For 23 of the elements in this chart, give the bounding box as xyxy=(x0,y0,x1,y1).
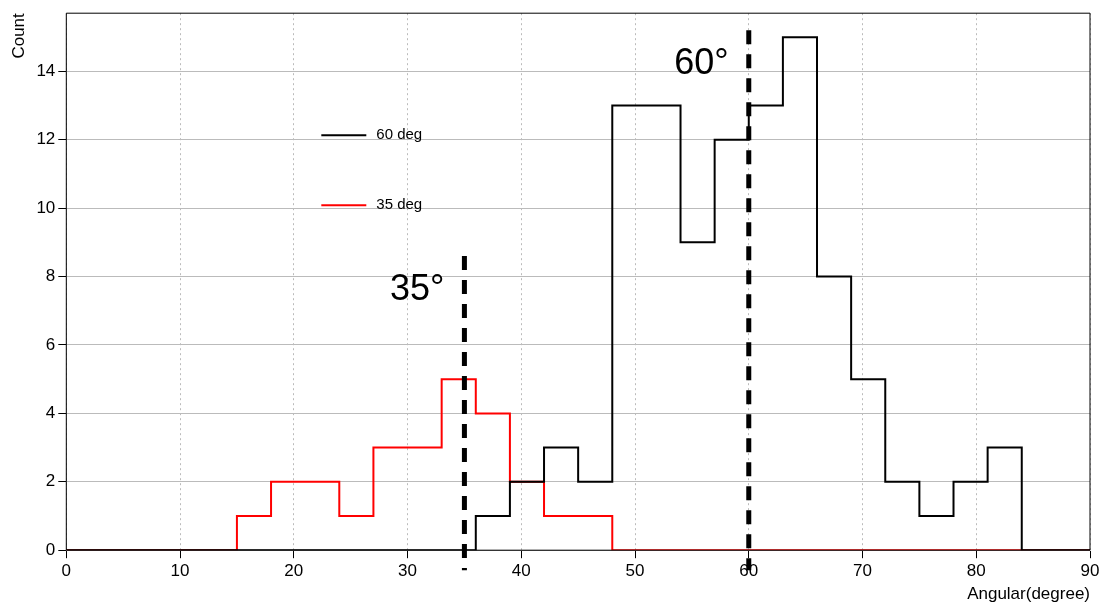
x-tick-label: 80 xyxy=(966,561,986,581)
x-axis-title: Angular(degree) xyxy=(967,584,1090,604)
y-tick-label: 2 xyxy=(45,471,56,491)
y-tick-label: 8 xyxy=(45,266,56,286)
y-tick-label: 4 xyxy=(45,403,56,423)
y-tick-label: 0 xyxy=(45,539,56,559)
y-tick-label: 12 xyxy=(36,129,56,149)
x-tick-label: 20 xyxy=(284,561,304,581)
x-tick-label: 70 xyxy=(853,561,872,581)
x-tick-label: 90 xyxy=(1080,561,1100,581)
ref-line-label: 35° xyxy=(389,266,445,308)
legend-label: 60 deg xyxy=(376,125,423,143)
x-tick-label: 30 xyxy=(398,561,417,581)
ref-line-label: 60° xyxy=(674,41,729,83)
y-axis-title: Count xyxy=(8,12,28,59)
legend-label: 35 deg xyxy=(376,195,423,213)
y-tick-label: 10 xyxy=(36,197,56,217)
x-tick-label: 40 xyxy=(511,561,531,581)
x-tick-label: 50 xyxy=(625,561,645,581)
x-tick-label: 10 xyxy=(170,561,190,581)
x-tick-label: 0 xyxy=(61,561,72,581)
y-tick-label: 6 xyxy=(45,334,56,354)
y-tick-label: 14 xyxy=(36,61,56,81)
